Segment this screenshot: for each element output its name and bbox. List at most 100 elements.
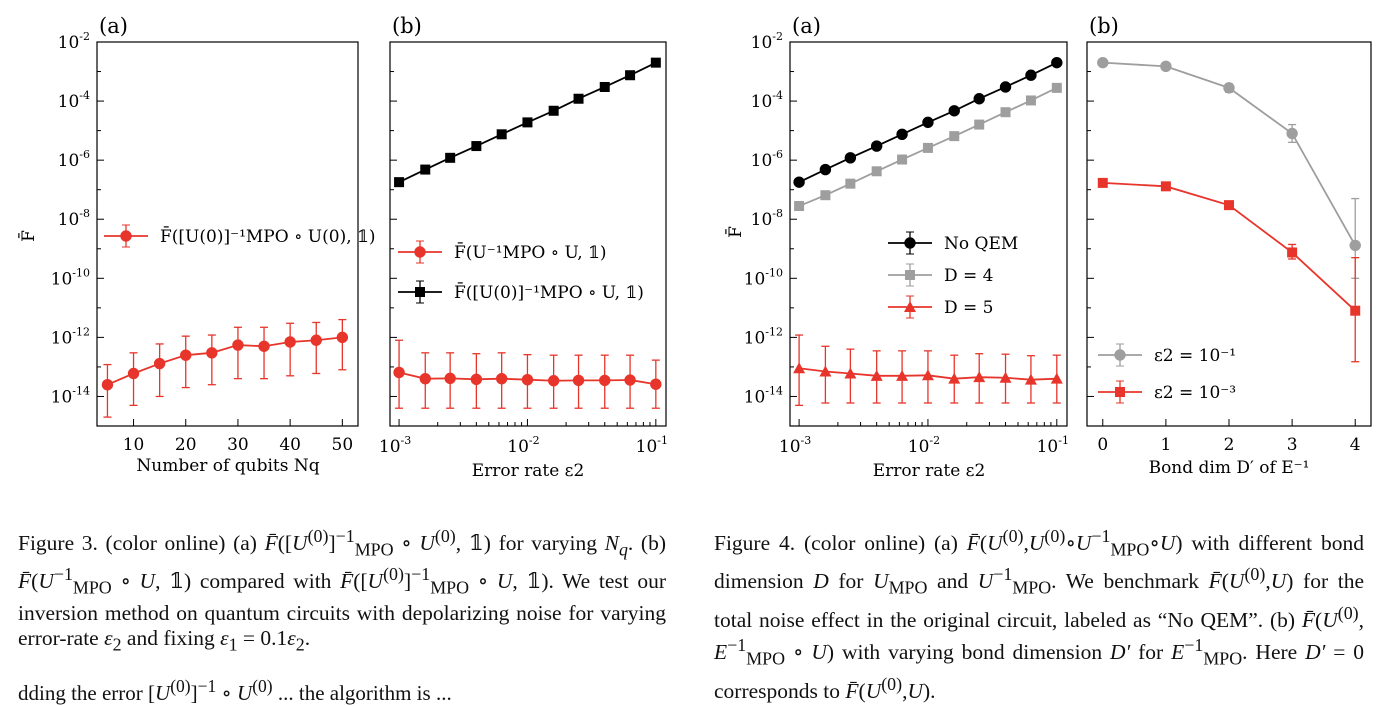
data-point — [1286, 127, 1298, 140]
y-tick-label: 10-6 — [751, 148, 783, 171]
legend-marker — [904, 237, 916, 249]
plot-frame — [789, 41, 1068, 427]
data-point — [1160, 60, 1172, 73]
panel-letter: (b) — [392, 14, 422, 38]
legend-marker — [904, 301, 916, 312]
x-tick-label: 10-1 — [636, 434, 668, 457]
data-point — [819, 365, 832, 377]
data-point — [949, 131, 960, 142]
y-tick-label: 10-4 — [751, 89, 783, 112]
data-point — [922, 116, 934, 129]
y-tick-label: 10-14 — [744, 384, 783, 407]
panel-letter: (a) — [99, 14, 128, 38]
y-axis-label: F̄ — [724, 226, 746, 238]
figure3-caption: Figure 3. (color online) (a) F̄([U(0)]−1… — [18, 526, 666, 655]
data-point — [1223, 82, 1235, 94]
data-point — [1000, 107, 1011, 118]
data-point — [948, 105, 960, 117]
data-point — [470, 373, 483, 386]
plot-frame — [96, 41, 359, 427]
y-tick-label: 10-6 — [58, 148, 90, 171]
data-point — [1224, 200, 1234, 211]
data-point — [625, 70, 636, 81]
data-point — [522, 117, 533, 128]
y-tick-label: 10-14 — [51, 384, 90, 407]
data-point — [650, 378, 662, 390]
x-tick-label: 50 — [332, 435, 354, 455]
chart-2: (a) 10-14 10-12 10-10 10-8 10-6 10-4 10-2 10-3 10… — [744, 14, 1069, 457]
data-point — [1350, 305, 1361, 316]
legend-label: ε2 = 10⁻³ — [1154, 383, 1236, 403]
data-point — [793, 176, 805, 188]
y-tick-label: 10-12 — [744, 325, 783, 348]
x-tick-label: 30 — [227, 435, 249, 455]
data-point — [870, 140, 883, 152]
data-point — [624, 374, 636, 386]
data-point — [999, 81, 1012, 93]
figure4-caption: Figure 4. (color online) (a) F̄(U(0),U(0… — [714, 526, 1364, 703]
data-point — [127, 367, 140, 380]
data-point — [336, 331, 349, 344]
data-point — [444, 372, 456, 385]
legend-label: F̄([U(0)]⁻¹MPO ∘ U, 𝟙) — [454, 281, 644, 303]
data-point — [973, 371, 986, 383]
x-axis-label: Number of qubits Nq — [136, 456, 319, 476]
data-point — [896, 369, 909, 381]
chart-1: (b) 10-3 10-2 10-1 — [379, 14, 668, 457]
data-point — [599, 374, 611, 387]
data-point — [471, 141, 482, 152]
x-axis-label: Bond dim D′ of E⁻¹ — [1149, 458, 1310, 478]
plot-frame — [1086, 41, 1372, 427]
data-point — [394, 177, 405, 188]
panel-letter: (b) — [1089, 14, 1119, 38]
data-point — [650, 57, 661, 68]
y-tick-label: 10-8 — [58, 207, 90, 230]
plot-frame — [389, 41, 667, 427]
panel-letter: (a) — [792, 14, 821, 38]
y-tick-label: 10-10 — [51, 266, 90, 289]
data-point — [232, 339, 244, 351]
data-point — [793, 362, 806, 374]
data-point — [1025, 95, 1036, 106]
data-point — [180, 349, 192, 361]
x-axis-label: Error rate ε2 — [873, 461, 986, 481]
data-point — [922, 142, 933, 153]
data-point — [572, 374, 585, 387]
data-point — [1160, 181, 1171, 192]
data-point — [844, 152, 857, 164]
x-tick-label: 10-2 — [507, 434, 539, 457]
data-point — [1349, 239, 1361, 252]
y-tick-label: 10-2 — [751, 30, 783, 53]
data-point — [445, 152, 456, 163]
legend-label: D = 5 — [944, 298, 994, 318]
data-point — [258, 340, 270, 352]
data-point — [1051, 82, 1062, 93]
y-axis-label: F̄ — [17, 230, 39, 242]
data-point — [495, 372, 508, 385]
data-point — [1050, 372, 1063, 384]
data-point — [206, 347, 218, 359]
data-point — [599, 81, 610, 92]
x-tick-label: 2 — [1224, 435, 1235, 455]
data-point — [871, 166, 882, 177]
legend-marker — [415, 287, 425, 297]
body-text-fragment: dding the error [U(0)]−1 ∘ U(0) ... the … — [18, 676, 452, 705]
legend-marker — [1114, 349, 1126, 361]
series-line — [107, 336, 343, 386]
data-point — [1025, 69, 1037, 81]
x-tick-label: 10 — [123, 435, 145, 455]
legend-label: F̄(U⁻¹MPO ∘ U, 𝟙) — [454, 241, 607, 263]
data-point — [101, 379, 114, 391]
x-tick-label: 20 — [175, 435, 197, 455]
legend-label: F̄([U(0)]⁻¹MPO ∘ U(0), 𝟙) — [160, 225, 376, 247]
data-point — [1287, 247, 1298, 258]
x-axis-label: Error rate ε2 — [472, 461, 585, 481]
x-tick-label: 10-1 — [1037, 434, 1069, 457]
data-point — [496, 129, 507, 140]
data-point — [547, 375, 560, 387]
x-tick-label: 10-3 — [379, 434, 411, 457]
data-point — [820, 190, 831, 201]
data-point — [1097, 177, 1108, 188]
x-tick-label: 4 — [1350, 435, 1361, 455]
